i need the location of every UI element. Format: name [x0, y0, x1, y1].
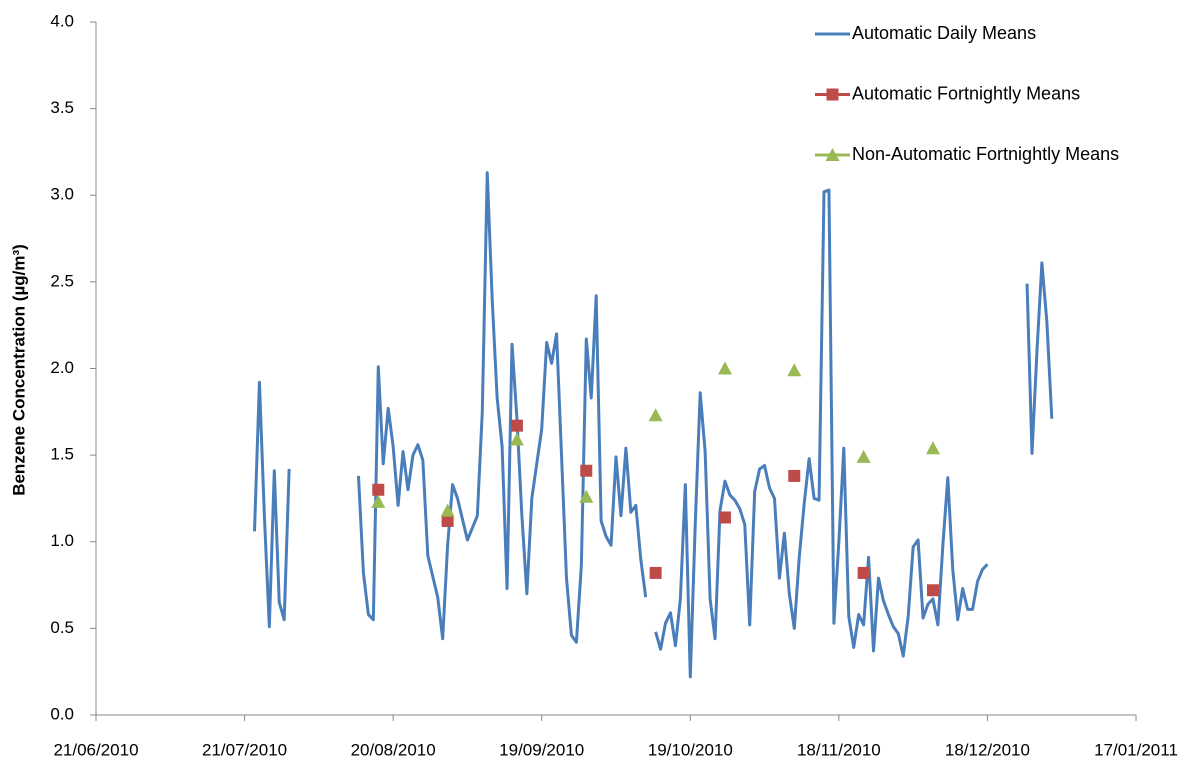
y-tick-label: 3.5 [50, 98, 74, 117]
data-point [441, 514, 454, 527]
data-point [787, 363, 802, 377]
data-point [649, 566, 662, 579]
y-tick-label: 3.0 [50, 185, 74, 204]
data-point [717, 361, 732, 375]
data-point [926, 584, 939, 597]
data-point [510, 419, 523, 432]
legend-marker [825, 148, 840, 161]
x-tick-label: 18/11/2010 [797, 740, 881, 759]
legend-label: Automatic Fortnightly Means [852, 83, 1080, 103]
data-line [252, 171, 1054, 679]
legend-marker [826, 88, 839, 101]
data-point [371, 494, 386, 508]
legend-label: Automatic Daily Means [852, 23, 1036, 43]
data-point [579, 489, 594, 503]
x-tick-label: 17/01/2011 [1094, 740, 1178, 759]
y-tick-label: 4.0 [50, 11, 74, 30]
y-axis-label: Benzene Concentration (µg/m³) [9, 244, 28, 496]
data-point [788, 469, 801, 482]
x-tick-label: 21/07/2010 [202, 740, 287, 759]
data-point [856, 449, 871, 463]
data-point [718, 511, 731, 524]
x-tick-label: 21/06/2010 [53, 740, 138, 759]
data-point [440, 503, 455, 517]
data-point [648, 408, 663, 422]
data-point [925, 441, 940, 455]
x-tick-label: 20/08/2010 [351, 740, 436, 759]
y-tick-label: 2.5 [50, 271, 74, 290]
legend-label: Non-Automatic Fortnightly Means [852, 144, 1119, 164]
data-point [372, 483, 385, 496]
x-tick-label: 19/09/2010 [499, 740, 584, 759]
x-tick-label: 18/12/2010 [945, 740, 1030, 759]
data-point [580, 464, 593, 477]
y-tick-label: 0.0 [50, 704, 74, 723]
x-tick-label: 19/10/2010 [648, 740, 733, 759]
y-tick-label: 1.5 [50, 445, 74, 464]
y-tick-label: 1.0 [50, 531, 74, 550]
y-tick-label: 0.5 [50, 618, 74, 637]
y-tick-label: 2.0 [50, 358, 74, 377]
data-point [509, 432, 524, 446]
data-point [857, 566, 870, 579]
